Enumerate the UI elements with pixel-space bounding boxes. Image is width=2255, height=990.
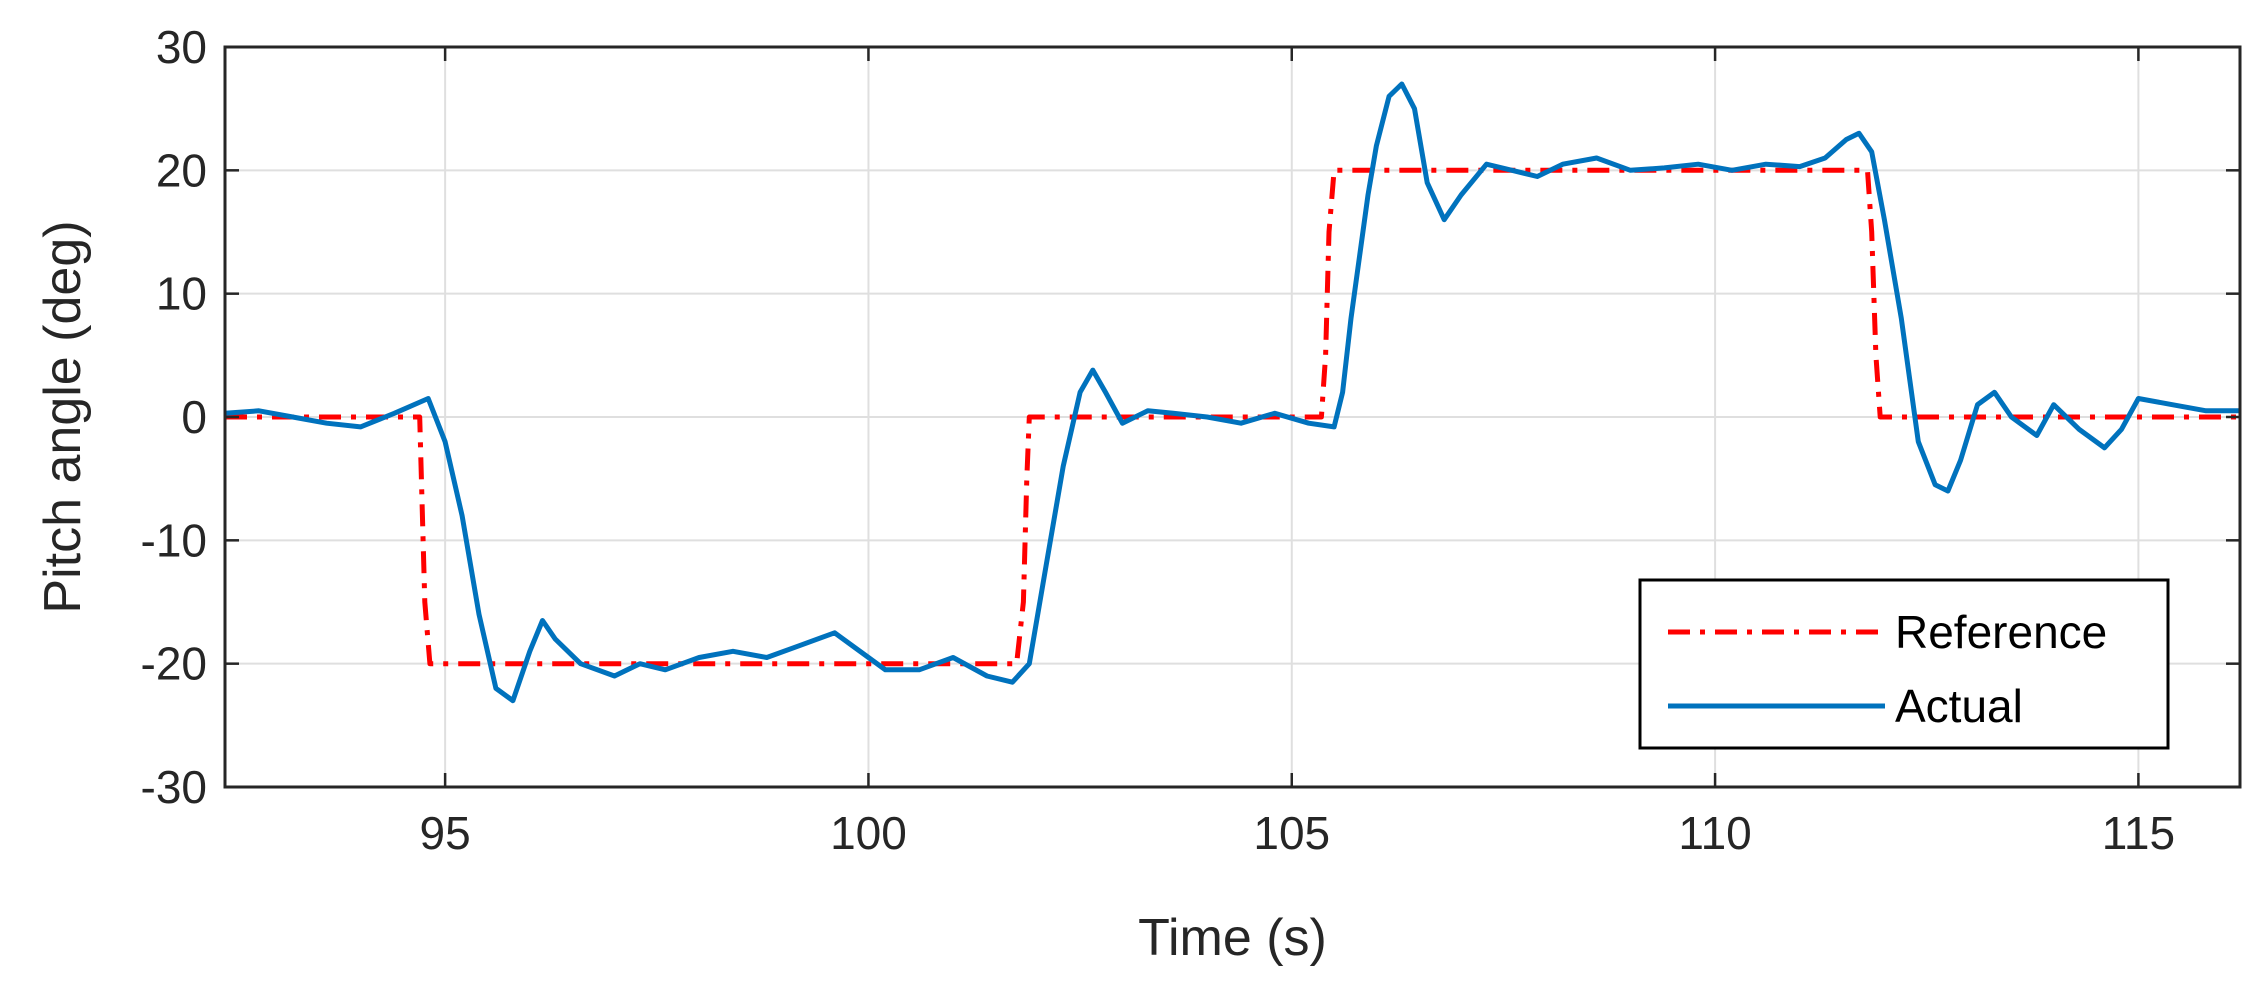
x-axis-label: Time (s) [1138, 909, 1327, 967]
y-tick-label: 0 [181, 391, 207, 443]
y-tick-label: 30 [156, 21, 207, 73]
series-line-reference [225, 167, 2240, 667]
y-tick-label: 10 [156, 268, 207, 320]
x-tick-label: 100 [830, 807, 907, 859]
x-tick-label: 110 [1678, 807, 1751, 859]
x-tick-label: 105 [1253, 807, 1330, 859]
legend-label-actual: Actual [1895, 680, 2023, 732]
y-tick-label: -20 [141, 638, 207, 690]
data-series [224, 81, 2240, 704]
y-tick-label: -30 [141, 761, 207, 813]
legend-box [1638, 578, 2170, 750]
y-tick-label: 20 [156, 144, 207, 196]
series-line-actual [224, 81, 2240, 704]
y-tick-label: -10 [141, 514, 207, 566]
x-tick-label: 115 [2102, 807, 2175, 859]
legend-label-reference: Reference [1895, 606, 2107, 658]
y-axis-label: Pitch angle (deg) [34, 220, 92, 613]
legend: Reference Actual [1638, 578, 2170, 750]
x-tick-label: 95 [420, 807, 471, 859]
